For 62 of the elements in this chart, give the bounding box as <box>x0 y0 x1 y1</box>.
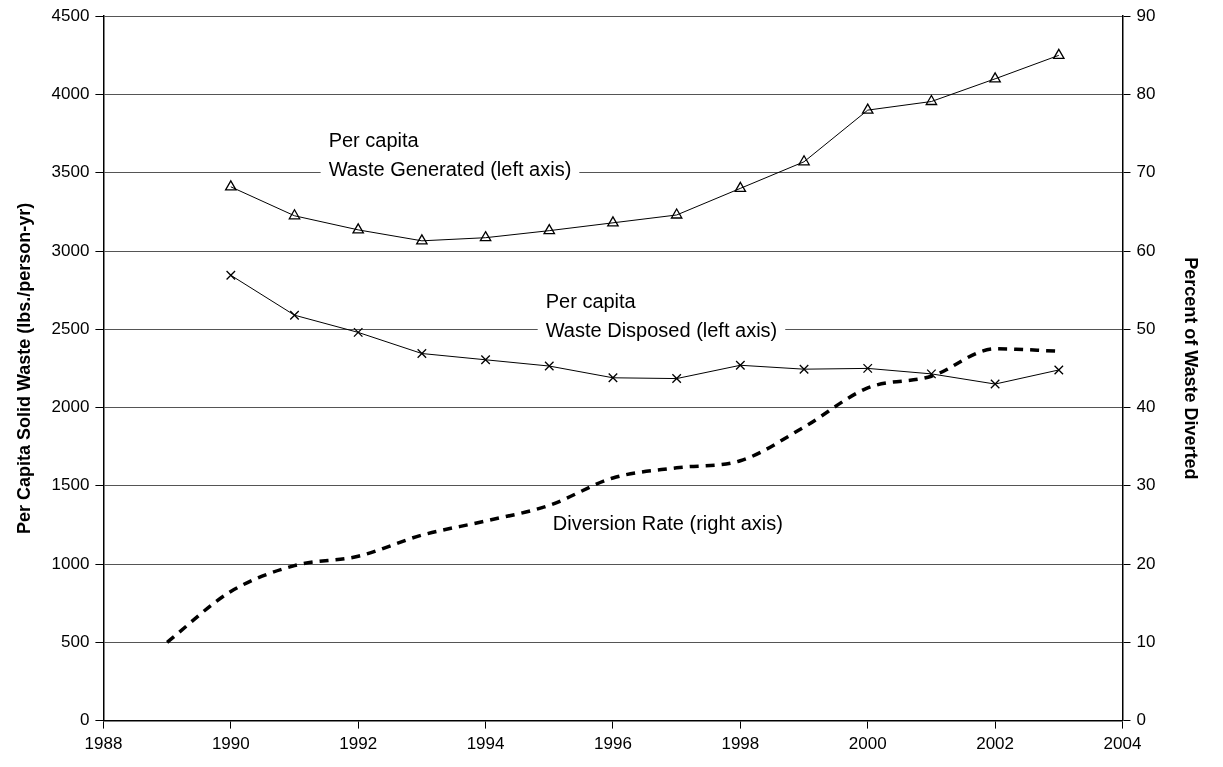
point <box>544 361 555 371</box>
text: Per capita Waste Generated (left axis) <box>328 129 572 181</box>
x-tick-label: 2000 <box>848 734 887 754</box>
point <box>990 379 1000 389</box>
x-tick-label: 1992 <box>339 734 378 754</box>
point <box>798 155 810 166</box>
point <box>671 373 682 384</box>
y2-tick-label: 70 <box>1136 162 1156 182</box>
y-tick-label: 4000 <box>51 84 90 104</box>
y2-tick-label: 40 <box>1136 397 1156 417</box>
point <box>416 234 428 245</box>
y-tick-label: 1000 <box>51 553 90 573</box>
y-axis-title: Per Capita Solid Waste (lbs./person-yr) <box>13 202 34 535</box>
y2-tick-label: 20 <box>1136 553 1156 573</box>
x-tick-label: 2002 <box>976 734 1015 754</box>
point <box>543 224 556 235</box>
point <box>416 348 427 359</box>
x-tick-label: 1988 <box>84 734 123 754</box>
series-label: Diversion Rate (right axis) <box>552 512 783 535</box>
point <box>926 368 937 379</box>
y2-tick-label: 0 <box>1136 710 1146 730</box>
y-tick-label: 0 <box>79 710 90 730</box>
point <box>925 94 938 106</box>
point <box>989 72 1001 83</box>
x-tick-label: 1998 <box>721 734 760 754</box>
point <box>1053 365 1064 375</box>
point <box>480 354 491 365</box>
point <box>225 270 236 281</box>
y2-tick-label: 80 <box>1136 84 1156 104</box>
y2-tick-label: 30 <box>1136 475 1156 495</box>
point <box>608 372 618 383</box>
y2-tick-label: 10 <box>1136 632 1156 652</box>
y-tick-label: 500 <box>61 632 90 652</box>
y2-tick-label: 50 <box>1136 318 1156 338</box>
y-tick-label: 1500 <box>51 475 90 495</box>
point <box>224 180 237 191</box>
point <box>352 223 365 234</box>
y2-axis-title: Percent of Waste Diverted <box>1181 257 1202 480</box>
x-tick-label: 1996 <box>594 734 632 754</box>
y-tick-label: 3500 <box>51 162 90 182</box>
point <box>862 363 873 374</box>
y-tick-label: 3000 <box>51 240 90 260</box>
point <box>670 208 683 219</box>
point <box>353 327 364 338</box>
point <box>799 364 809 375</box>
y2-tick-label: 60 <box>1136 240 1156 260</box>
y-tick-label: 4500 <box>51 5 90 25</box>
point <box>861 103 874 114</box>
x-tick-label: 1994 <box>466 734 505 754</box>
x-tick-label: 2004 <box>1103 734 1142 754</box>
y-tick-label: 2000 <box>51 397 90 417</box>
series-label: Per capita Waste Disposed (left axis) <box>545 289 778 341</box>
point <box>1052 48 1065 59</box>
y-tick-label: 2500 <box>51 318 90 338</box>
point <box>734 181 747 193</box>
y2-tick-label: 90 <box>1136 5 1156 25</box>
point <box>735 360 746 371</box>
point <box>288 209 301 220</box>
point <box>289 310 300 321</box>
point <box>607 216 619 227</box>
point <box>479 231 492 242</box>
x-tick-label: 1990 <box>211 734 250 754</box>
